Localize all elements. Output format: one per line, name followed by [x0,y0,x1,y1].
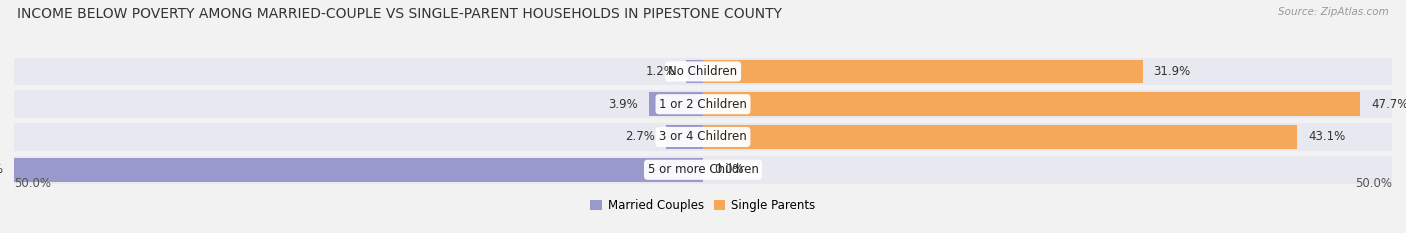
Bar [703,60,1143,83]
Text: 31.9%: 31.9% [1153,65,1191,78]
Bar [14,158,703,182]
Legend: Married Couples, Single Parents: Married Couples, Single Parents [591,199,815,212]
Text: 1 or 2 Children: 1 or 2 Children [659,98,747,111]
Text: 50.0%: 50.0% [0,163,3,176]
Text: 3.9%: 3.9% [609,98,638,111]
Text: 43.1%: 43.1% [1308,130,1346,144]
Text: Source: ZipAtlas.com: Source: ZipAtlas.com [1278,7,1389,17]
Bar [14,156,1392,184]
Text: 50.0%: 50.0% [1355,177,1392,190]
Bar [666,125,703,149]
Bar [703,125,1296,149]
Bar [650,93,703,116]
Text: 1.2%: 1.2% [645,65,675,78]
Text: 3 or 4 Children: 3 or 4 Children [659,130,747,144]
Text: 5 or more Children: 5 or more Children [648,163,758,176]
Bar [14,90,1392,118]
Bar [686,60,703,83]
Text: No Children: No Children [668,65,738,78]
Bar [703,93,1360,116]
Text: INCOME BELOW POVERTY AMONG MARRIED-COUPLE VS SINGLE-PARENT HOUSEHOLDS IN PIPESTO: INCOME BELOW POVERTY AMONG MARRIED-COUPL… [17,7,782,21]
Text: 2.7%: 2.7% [624,130,655,144]
Bar [14,58,1392,85]
Bar [14,123,1392,151]
Text: 50.0%: 50.0% [14,177,51,190]
Text: 47.7%: 47.7% [1371,98,1406,111]
Text: 0.0%: 0.0% [714,163,744,176]
